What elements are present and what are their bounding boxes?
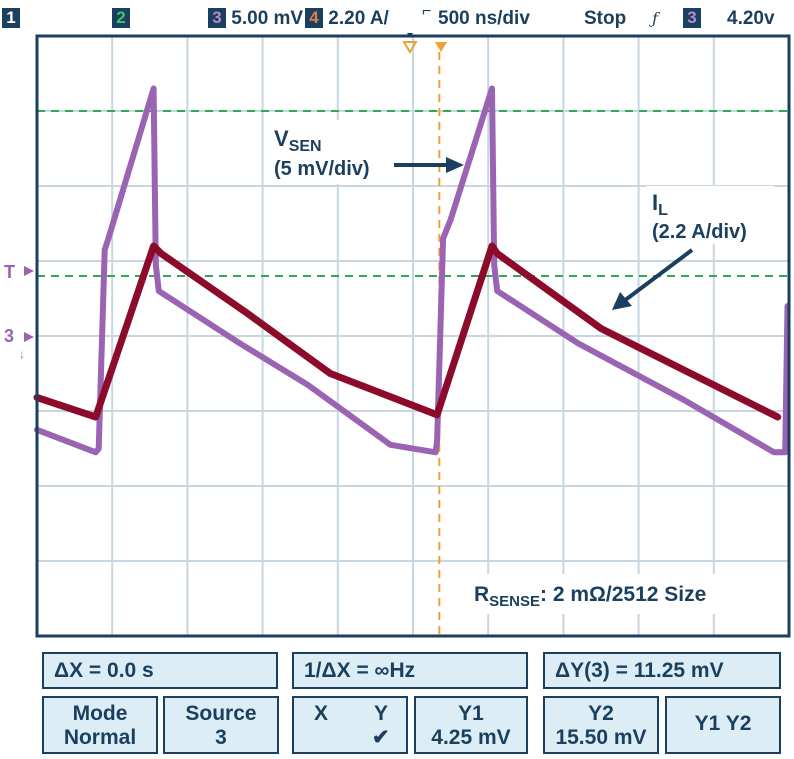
y2-title: Y2 [588,702,614,725]
y1-value: 4.25 mV [431,726,511,749]
cursor-x1-marker[interactable] [402,41,418,54]
time-reference-icon: ⌐ [422,3,432,20]
status-bar: 1 2 3 5.00 mV 4 2.20 A/ ⌐ 500 ns/div Sto… [0,0,794,36]
annotation-vsen-arrowhead [446,157,464,173]
annotation-il: IL (2.2 A/div) [612,186,774,310]
xy-y-label: Y [374,702,389,725]
trigger-slope-icon: ƒ [652,9,658,28]
channel-4-scale: 2.20 A/ [328,8,389,29]
traces [33,85,791,456]
channel-3-indicator[interactable]: 3 5.00 mV [208,8,303,30]
trigger-source-indicator[interactable]: 3 [683,8,701,30]
delta-x-readout: ΔX = 0.0 s [42,652,278,689]
source-title: Source [185,702,257,725]
screen-frame [35,34,791,638]
inverse-delta-x-readout: 1/ΔX = ∞Hz [292,652,528,689]
channel-1-box: 1 [2,8,20,28]
xy-softkey[interactable]: X Y ✔ [292,696,408,754]
xy-x-label: X [314,702,329,725]
trace-vsen [34,85,791,456]
annotation-rsense-text: RSENSE: 2 mΩ/2512 Size [474,583,706,610]
channel-4-box: 4 [305,8,323,28]
ch3-ground-marker-icon[interactable] [24,332,34,342]
time-reference-marker [407,33,413,38]
xy-check-icon: ✔ [372,726,390,749]
channel-3-scale: 5.00 mV [231,8,304,29]
scope-display: T 3 ↓ VSEN (5 mV/div) IL (2.2 A/div) RSE… [4,33,791,638]
mode-title: Mode [72,702,128,725]
trigger-level: 4.20v [727,8,775,29]
delta-y-readout: ΔY(3) = 11.25 mV [543,652,781,689]
annotation-il-arrow [622,248,694,303]
channel-2-indicator[interactable]: 2 [112,8,130,30]
channel-4-indicator[interactable]: 4 2.20 A/ [305,8,389,30]
mode-value: Normal [63,726,137,749]
trigger-marker-label: T [4,262,15,282]
source-value: 3 [215,726,227,749]
y1y2-softkey[interactable]: Y1 Y2 [665,696,781,754]
ch3-ground-marker-label: 3 [4,326,14,346]
annotation-rsense: RSENSE: 2 mΩ/2512 Size [470,574,770,614]
annotation-vsen-scale: (5 mV/div) [274,158,370,180]
channel-2-box: 2 [112,8,130,28]
annotation-vsen: VSEN (5 mV/div) [268,120,464,184]
annotation-il-label: IL [652,190,668,219]
mode-softkey[interactable]: Mode Normal [42,696,158,754]
annotation-il-bg [646,186,774,244]
trigger-channel-box: 3 [683,8,701,28]
run-state[interactable]: Stop [584,8,627,29]
source-softkey[interactable]: Source 3 [163,696,279,754]
annotation-rsense-bg [470,574,770,614]
annotation-vsen-label: VSEN [274,126,322,155]
cursor-x2-marker[interactable] [435,42,447,52]
timebase-readout[interactable]: 500 ns/div [438,8,530,29]
trigger-marker-icon[interactable] [24,266,34,276]
y2-value: 15.50 mV [555,726,647,749]
annotation-il-arrowhead [612,292,632,310]
y1-title: Y1 [458,702,484,725]
annotation-vsen-bg [268,120,398,184]
y1y2-label: Y1 Y2 [694,712,752,735]
y1-softkey[interactable]: Y1 4.25 mV [414,696,528,754]
trace-il [33,242,782,421]
graticule [37,36,789,636]
annotation-il-scale: (2.2 A/div) [652,221,747,243]
y2-softkey[interactable]: Y2 15.50 mV [543,696,659,754]
ch3-offset-arrow-icon: ↓ [19,347,25,361]
channel-3-box: 3 [208,8,226,28]
channel-1-indicator[interactable]: 1 [2,8,20,30]
